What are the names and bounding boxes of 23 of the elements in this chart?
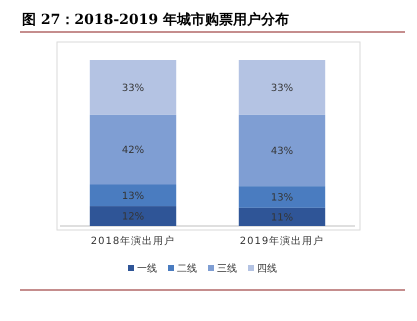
data-label: 33% — [122, 82, 144, 94]
data-label: 11% — [270, 212, 294, 224]
data-label: 43% — [270, 146, 294, 157]
data-label: 12% — [122, 212, 144, 223]
x-tick-label: 2019年演出用户 — [240, 235, 324, 247]
x-tick-label: 2018年演出用户 — [90, 235, 176, 247]
legend-label: 四线 — [257, 262, 277, 274]
bar — [90, 206, 176, 226]
data-label: 42% — [122, 145, 144, 156]
bar — [90, 184, 176, 206]
bar — [238, 186, 326, 208]
bar — [90, 114, 176, 184]
bar — [90, 60, 176, 115]
legend-label: 三线 — [217, 262, 237, 274]
bar — [238, 114, 326, 186]
legend-label: 一线 — [137, 262, 157, 274]
data-label: 13% — [270, 192, 294, 204]
chart-title: 图 27：2018-2019 年城市购票用户分布 — [22, 11, 289, 28]
legend-label: 二线 — [177, 262, 197, 274]
bar — [238, 60, 326, 115]
data-label: 13% — [122, 190, 144, 202]
data-label: 33% — [270, 82, 294, 94]
bar — [238, 208, 326, 226]
